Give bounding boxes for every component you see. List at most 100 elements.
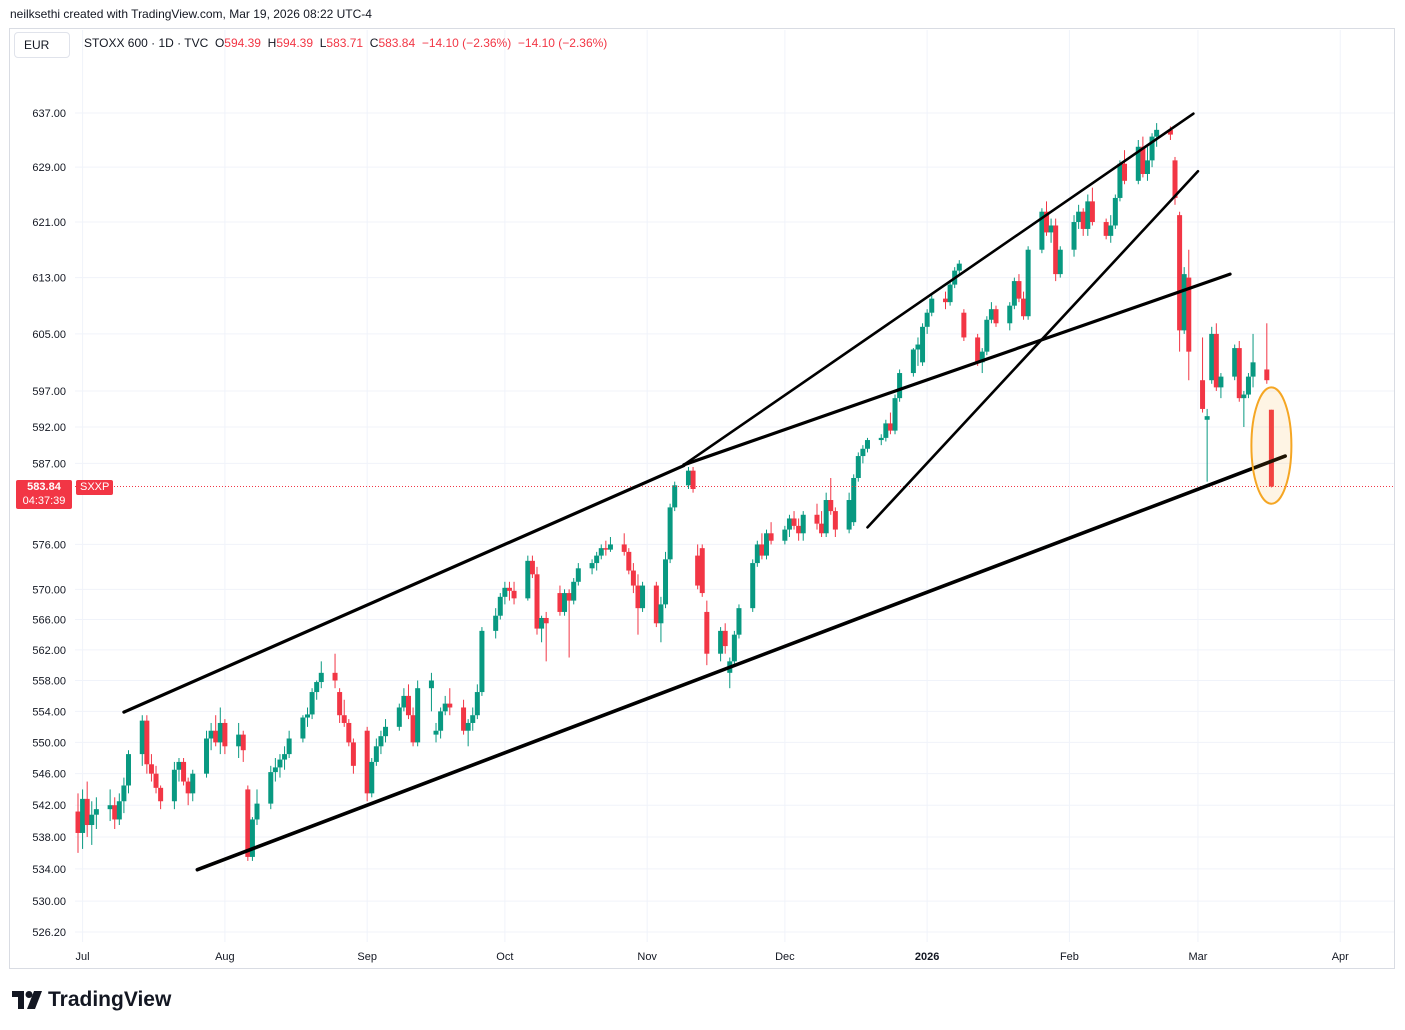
candle [300, 715, 306, 743]
legend-change: −14.10 (−2.36%) [421, 36, 512, 50]
candle [369, 758, 375, 798]
candle-body [1218, 376, 1224, 388]
candle [93, 797, 99, 829]
candle-body [1167, 129, 1173, 135]
candle-body [1268, 409, 1274, 487]
candle-body [1076, 211, 1082, 223]
candle-body [690, 470, 696, 489]
candle-body [190, 773, 196, 794]
candle [929, 295, 935, 317]
candle-body [369, 761, 375, 794]
tradingview-logo[interactable]: TradingView [12, 988, 171, 1012]
candle [1085, 194, 1091, 236]
candle-body [245, 789, 251, 857]
candle [892, 394, 898, 435]
candle [598, 544, 604, 560]
candle-body [562, 593, 568, 612]
candle-body [442, 703, 448, 712]
candle [470, 707, 476, 731]
candle [1241, 390, 1247, 428]
candle [222, 719, 228, 755]
candle-body [1071, 222, 1077, 250]
currency-selector[interactable]: EUR [14, 32, 70, 58]
x-tick-label: Dec [775, 951, 795, 963]
candle [89, 801, 95, 845]
x-tick-label: Jul [76, 951, 90, 963]
candle-body [93, 809, 99, 815]
candle-body [621, 544, 627, 552]
candle-body [378, 736, 384, 747]
candle [667, 503, 673, 564]
candle-body [1245, 376, 1251, 395]
candle [1025, 246, 1031, 320]
candle-body [222, 722, 228, 747]
candle-body [1213, 333, 1219, 388]
candle-body [502, 587, 508, 597]
candle [525, 555, 531, 601]
candle [245, 785, 251, 861]
y-tick-label: 613.00 [32, 273, 66, 285]
candle [1048, 218, 1054, 243]
candle [750, 559, 756, 612]
candle [1122, 150, 1128, 185]
candle-body [84, 798, 90, 826]
candle-body [695, 555, 701, 586]
candle-body [185, 781, 191, 794]
candle [603, 540, 609, 556]
candle-body [924, 312, 930, 327]
candle-body [571, 581, 577, 601]
candle-body [539, 617, 545, 629]
candle-body [929, 298, 935, 313]
candle [1112, 194, 1118, 229]
candle [534, 566, 540, 635]
candle-body [236, 734, 242, 747]
candle [943, 291, 949, 310]
candle [479, 627, 485, 696]
candle [1264, 323, 1270, 384]
candle-body [630, 570, 636, 586]
candle [828, 477, 834, 515]
candle-body [956, 263, 962, 271]
x-tick-label: Oct [496, 951, 513, 963]
candle [415, 680, 421, 747]
candle [493, 608, 499, 639]
candle [791, 511, 797, 530]
x-tick-label: Sep [357, 951, 377, 963]
candle [396, 703, 402, 731]
candle [171, 761, 177, 810]
candle [658, 596, 664, 643]
candle-body [341, 715, 347, 723]
candle [240, 730, 246, 762]
candle-body [796, 525, 802, 534]
candle-body [461, 707, 467, 731]
candle-body [1232, 348, 1238, 377]
candle [993, 305, 999, 327]
candle [272, 758, 278, 782]
candle [1043, 201, 1049, 236]
x-tick-label: Apr [1332, 951, 1349, 963]
legend-symbol[interactable]: STOXX 600 · 1D · TVC [84, 36, 209, 50]
candle [759, 533, 765, 560]
y-tick-label: 562.00 [32, 645, 66, 657]
candle [1144, 146, 1150, 181]
candle-body [1140, 146, 1146, 174]
candle [217, 707, 223, 755]
candle-body [910, 349, 916, 374]
candle-body [607, 544, 613, 550]
candle [1218, 373, 1224, 399]
candle-body [176, 761, 182, 770]
candle-body [594, 555, 600, 564]
candle-body [506, 587, 512, 591]
y-tick-label: 538.00 [32, 832, 66, 844]
candle-body [979, 351, 985, 363]
candle-body [993, 309, 999, 324]
candle-body [272, 767, 278, 773]
candle [502, 581, 508, 605]
candle [139, 715, 145, 766]
candle-body [1204, 416, 1210, 420]
candle [621, 533, 627, 556]
candle-body [975, 337, 981, 363]
candle-body [1057, 249, 1063, 275]
candle-body [603, 548, 609, 550]
